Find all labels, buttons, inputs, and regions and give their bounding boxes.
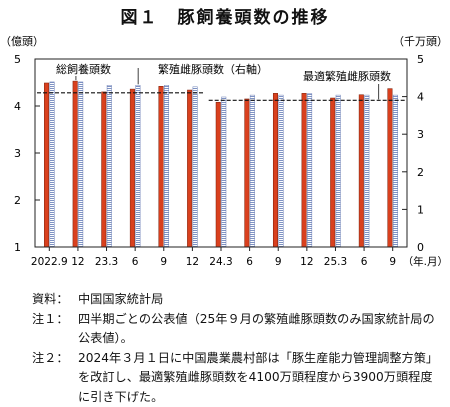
y-left-axis-label: （億頭） [0, 35, 44, 48]
bar-total-inventory [216, 102, 221, 247]
x-tick-label: 6 [246, 256, 253, 268]
y-left-tick-label: 5 [14, 53, 21, 66]
plot-frame [35, 59, 407, 247]
legend-total-inventory: 総飼養頭数 [56, 62, 111, 76]
bar-breeding-sows [136, 85, 141, 247]
bar-total-inventory [159, 86, 164, 247]
bar-total-inventory [102, 92, 107, 247]
y-right-axis-label: （千万頭） [393, 35, 448, 48]
bar-total-inventory [245, 99, 250, 247]
bar-total-inventory [73, 81, 78, 247]
y-left-tick-label: 2 [14, 194, 21, 207]
x-tick-label: 9 [275, 256, 282, 268]
y-right-tick-label: 2 [417, 166, 424, 179]
bar-total-inventory [359, 95, 364, 247]
note-1: 注１： 四半期ごとの公表値（25年９月の繁殖雌豚頭数のみ国家統計局の公表値）。 [32, 310, 444, 349]
y-right-tick-label: 0 [417, 241, 424, 254]
bar-breeding-sows [107, 85, 112, 247]
bar-total-inventory [388, 89, 393, 247]
y-right-tick-label: 1 [417, 203, 424, 216]
bar-breeding-sows [279, 95, 284, 247]
bar-total-inventory [187, 90, 192, 247]
y-right-tick-label: 4 [417, 91, 424, 104]
x-tick-label: 2022.9 [31, 256, 68, 268]
y-left-tick-label: 3 [14, 147, 21, 160]
chart-notes: 資料： 中国国家統計局 注１： 四半期ごとの公表値（25年９月の繁殖雌豚頭数のみ… [32, 290, 444, 407]
bar-breeding-sows [250, 95, 255, 247]
x-tick-label: 6 [361, 256, 368, 268]
x-tick-label: 12 [300, 256, 313, 268]
bar-breeding-sows [393, 95, 398, 247]
x-tick-label: 25.3 [324, 256, 347, 268]
bar-breeding-sows [78, 82, 83, 247]
bar-total-inventory [130, 89, 135, 247]
y-left-tick-label: 4 [14, 100, 21, 113]
bar-total-inventory [273, 93, 278, 247]
bar-breeding-sows [193, 87, 198, 247]
y-right-tick-label: 3 [417, 128, 424, 141]
y-left-tick-label: 1 [14, 241, 21, 254]
bar-total-inventory [44, 83, 49, 247]
bar-breeding-sows [365, 95, 370, 247]
x-tick-label: 12 [71, 256, 84, 268]
x-tick-label: 9 [160, 256, 167, 268]
bar-total-inventory [302, 93, 307, 247]
bar-breeding-sows [307, 94, 312, 247]
x-tick-label: 9 [389, 256, 396, 268]
x-tick-label: 23.3 [95, 256, 118, 268]
legend-breeding-sows: 繁殖雌豚頭数（右軸） [158, 62, 268, 76]
x-tick-label: 24.3 [209, 256, 232, 268]
note-2: 注２： 2024年３月１日に中国農業農村部は「豚生産能力管理調整方策」を改訂し、… [32, 349, 444, 407]
x-tick-label: 6 [132, 256, 139, 268]
bar-breeding-sows [222, 97, 227, 247]
y-right-tick-label: 5 [417, 53, 424, 66]
note-source: 資料： 中国国家統計局 [32, 290, 444, 310]
x-tick-label: 12 [186, 256, 199, 268]
legend-optimal-sows: 最適繁殖雌豚頭数 [303, 69, 391, 83]
bar-breeding-sows [50, 82, 55, 247]
bar-total-inventory [330, 98, 335, 247]
bar-breeding-sows [164, 85, 169, 247]
x-axis-unit-label: （年.月） [403, 255, 448, 268]
bar-breeding-sows [336, 95, 341, 247]
